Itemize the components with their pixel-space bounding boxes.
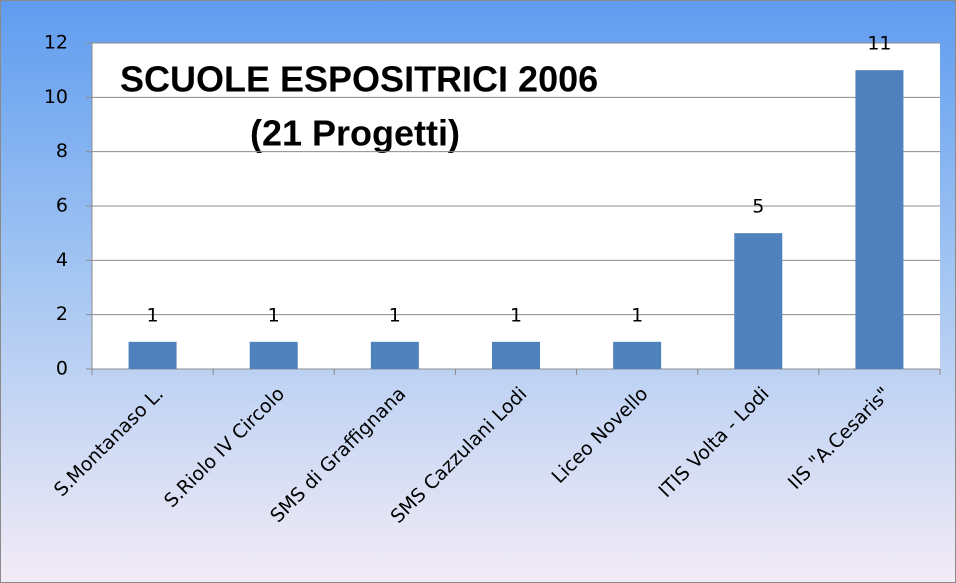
data-label: 1 (389, 304, 401, 326)
y-tick-label: 10 (44, 86, 68, 108)
bar (855, 70, 904, 370)
y-tick-label: 4 (56, 249, 68, 271)
chart-subtitle: (21 Progetti) (250, 113, 460, 154)
y-tick-label: 12 (44, 32, 68, 54)
bar (734, 233, 783, 369)
bar (613, 341, 662, 369)
y-tick-label: 0 (56, 358, 68, 380)
data-label: 1 (147, 304, 159, 326)
data-label: 1 (268, 304, 280, 326)
y-tick-label: 8 (56, 140, 68, 162)
data-label: 11 (867, 33, 891, 55)
bar (128, 341, 177, 369)
y-tick-label: 6 (56, 195, 68, 217)
bar (492, 341, 540, 369)
data-label: 5 (752, 196, 764, 218)
y-tick-label: 2 (56, 303, 68, 325)
data-label: 1 (510, 304, 522, 326)
bar (370, 341, 419, 369)
chart-title: SCUOLE ESPOSITRICI 2006 (120, 59, 598, 100)
bar (249, 341, 298, 369)
data-label: 1 (631, 304, 643, 326)
